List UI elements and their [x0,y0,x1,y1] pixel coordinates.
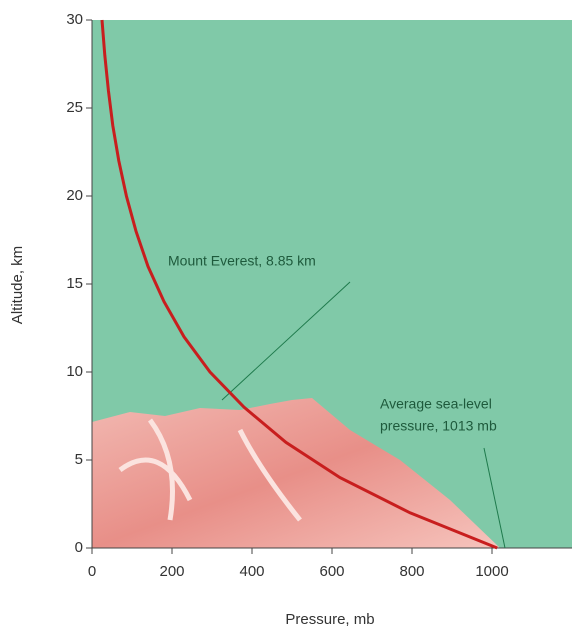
y-tick-label: 20 [66,187,83,204]
x-tick-label: 1000 [475,563,508,580]
annotation: pressure, 1013 mb [380,418,497,434]
x-tick-label: 800 [399,563,424,580]
x-tick-label: 600 [319,563,344,580]
y-tick-label: 10 [66,363,83,380]
y-tick-label: 5 [75,451,83,468]
y-tick-label: 25 [66,99,83,116]
y-tick-label: 0 [75,539,83,556]
chart: Pressure, mb Altitude, km Mount Everest,… [0,0,575,633]
x-tick-label: 0 [88,563,96,580]
x-axis-title: Pressure, mb [285,611,374,628]
annotation: Mount Everest, 8.85 km [168,253,316,269]
x-tick-label: 200 [159,563,184,580]
annotation: Average sea-level [380,396,492,412]
y-tick-label: 15 [66,275,83,292]
x-tick-label: 400 [239,563,264,580]
y-tick-label: 30 [66,11,83,28]
y-axis-title: Altitude, km [9,246,26,324]
